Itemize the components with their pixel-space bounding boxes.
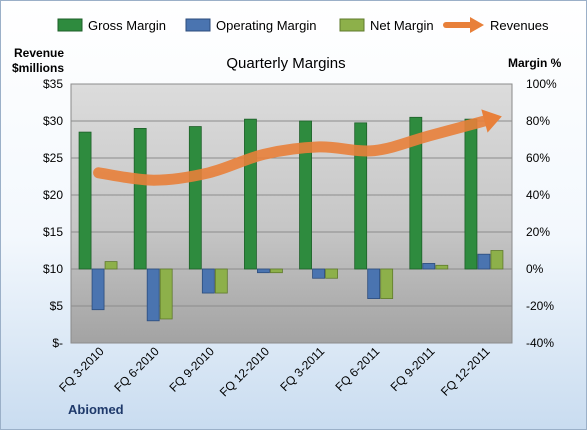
revenues-line-group (93, 109, 502, 186)
bar-net-1 (104, 261, 118, 270)
right-axis-ticks: -40% -20% 0% 20% 40% 60% 80% 100% (526, 77, 557, 350)
right-tick-label: 100% (526, 77, 557, 91)
bar-net-3 (214, 268, 228, 294)
bar-operating-2 (146, 268, 160, 322)
bars (78, 116, 504, 322)
right-tick-label: -40% (526, 336, 554, 350)
bar-gross-6 (354, 122, 368, 270)
legend-swatch-gross (57, 18, 83, 32)
category-label: FQ 12-2010 (217, 344, 272, 399)
bar-operating-1 (91, 268, 105, 311)
right-tick-label: 80% (526, 114, 550, 128)
bar-gross-3 (188, 126, 202, 270)
bar-operating-5 (312, 268, 325, 279)
company-label: Abiomed (68, 402, 124, 417)
bar-net-4 (270, 268, 283, 274)
bar-net-5 (325, 268, 338, 279)
category-label: FQ 9-2010 (166, 344, 217, 395)
left-tick-label: $30 (43, 114, 63, 128)
category-label: FQ 3-2010 (56, 344, 107, 395)
left-tick-label: $20 (43, 188, 63, 202)
revenues-arrowhead (481, 109, 502, 133)
bar-gross-7 (409, 116, 423, 270)
bar-operating-8 (477, 253, 491, 270)
bar-operating-3 (201, 268, 215, 294)
legend-label-operating: Operating Margin (216, 18, 316, 33)
category-label: FQ 6-2011 (332, 344, 382, 394)
bar-operating-4 (257, 268, 270, 274)
bar-gross-5 (299, 120, 312, 270)
bar-gross-2 (133, 127, 147, 270)
category-labels: FQ 3-2010 FQ 6-2010 FQ 9-2010 FQ 12-2010 FQ … (56, 344, 493, 399)
bar-operating-7 (422, 263, 436, 270)
category-label: FQ 12-2011 (438, 344, 493, 399)
right-tick-label: 0% (526, 262, 544, 276)
right-tick-label: 60% (526, 151, 550, 165)
chart-title: Quarterly Margins (226, 55, 345, 72)
bar-operating-6 (367, 268, 381, 300)
left-axis-ticks: $- $5 $10 $15 $20 $25 $30 $35 (43, 77, 63, 350)
left-axis-title-line2: $millions (12, 61, 64, 75)
right-axis-title: Margin % (508, 56, 562, 70)
category-label: FQ 9-2011 (388, 344, 438, 394)
legend-swatch-net (339, 18, 365, 32)
left-axis-title-line1: Revenue (14, 46, 64, 60)
bar-net-6 (380, 268, 394, 300)
category-label: FQ 3-2011 (277, 344, 327, 394)
bar-gross-1 (78, 131, 92, 270)
right-tick-label: 40% (526, 188, 550, 202)
legend-swatch-operating (185, 18, 211, 32)
left-tick-label: $10 (43, 262, 63, 276)
legend-label-net: Net Margin (370, 18, 434, 33)
legend-swatch-revenues (443, 17, 484, 33)
right-tick-label: 20% (526, 225, 550, 239)
bar-net-7 (435, 264, 449, 270)
bar-gross-8 (464, 118, 478, 270)
bar-gross-4 (244, 118, 257, 270)
revenues-line (93, 115, 490, 186)
legend-label-revenues: Revenues (490, 18, 549, 33)
bar-net-2 (159, 268, 173, 320)
legend-label-gross: Gross Margin (88, 18, 166, 33)
left-tick-label: $25 (43, 151, 63, 165)
legend: Gross Margin Operating Margin Net Margin… (57, 17, 549, 33)
right-tick-label: -20% (526, 299, 554, 313)
bar-net-8 (490, 250, 504, 270)
left-tick-label: $35 (43, 77, 63, 91)
left-tick-label: $15 (43, 225, 63, 239)
left-tick-label: $- (52, 336, 63, 350)
left-tick-label: $5 (50, 299, 64, 313)
category-label: FQ 6-2010 (111, 344, 162, 395)
